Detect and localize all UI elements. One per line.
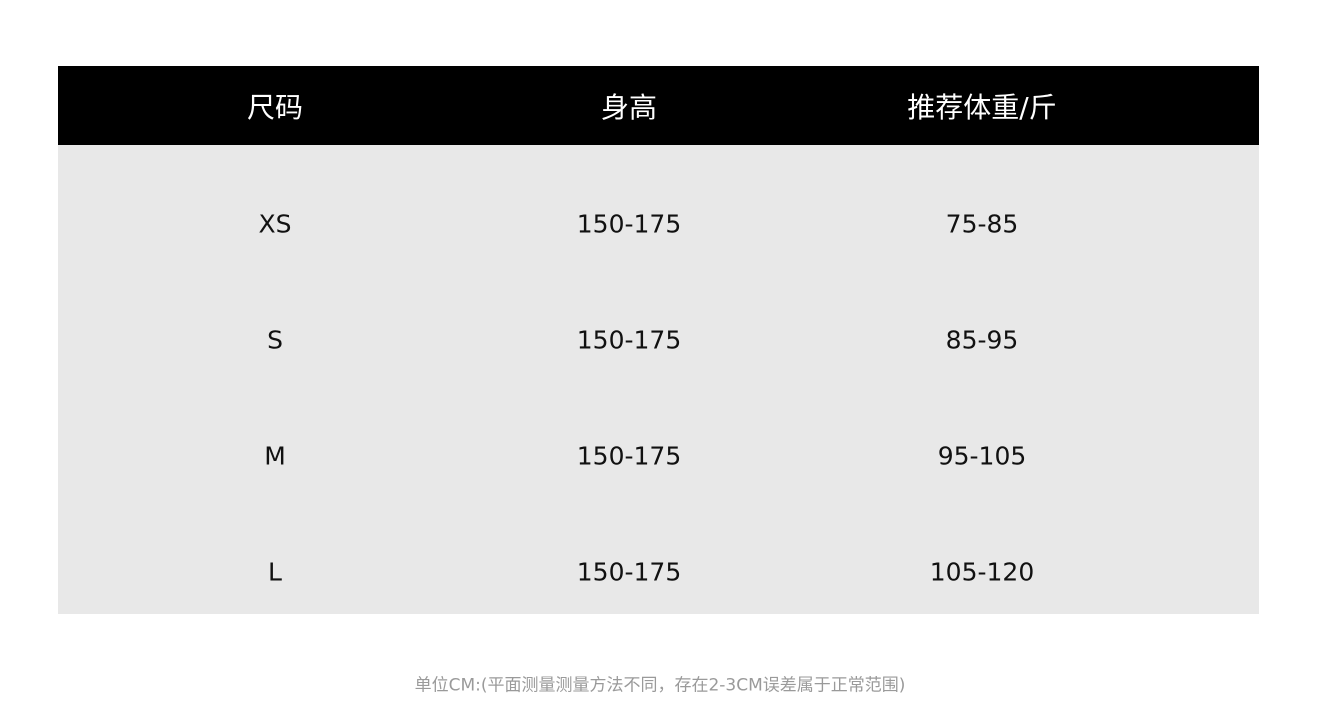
cell-height: 150-175 xyxy=(576,325,682,355)
cell-size: M xyxy=(264,441,286,471)
measurement-note: 单位CM:(平面测量测量方法不同，存在2-3CM误差属于正常范围) xyxy=(414,675,906,696)
cell-size: S xyxy=(267,325,283,355)
cell-weight: 105-120 xyxy=(929,557,1035,587)
cell-weight: 85-95 xyxy=(945,325,1019,355)
cell-height: 150-175 xyxy=(576,441,682,471)
cell-height: 150-175 xyxy=(576,209,682,239)
header-height: 身高 xyxy=(600,91,658,124)
cell-height: 150-175 xyxy=(576,557,682,587)
cell-weight: 95-105 xyxy=(937,441,1027,471)
cell-size: L xyxy=(268,557,282,587)
cell-weight: 75-85 xyxy=(945,209,1019,239)
cell-size: XS xyxy=(258,209,292,239)
header-weight: 推荐体重/斤 xyxy=(907,91,1057,124)
size-chart-table: 尺码 身高 推荐体重/斤 XS 150-175 75-85 S 150-175 … xyxy=(58,66,1259,614)
header-size: 尺码 xyxy=(246,91,304,124)
table-header: 尺码 身高 推荐体重/斤 xyxy=(58,66,1259,145)
